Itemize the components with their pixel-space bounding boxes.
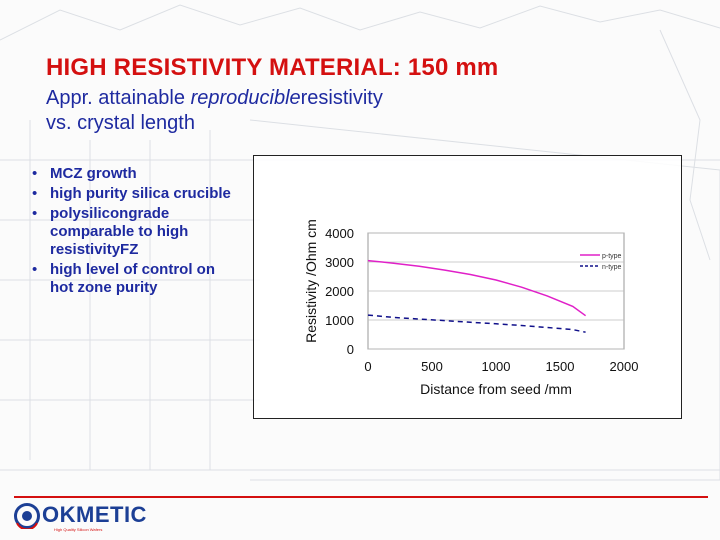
y-axis-label: Resistivity /Ohm cm xyxy=(303,219,319,343)
resistivity-chart: 0 1000 2000 3000 4000 0 500 1000 1500 2000 Distanc… xyxy=(253,155,682,419)
bullet-dot-icon: • xyxy=(32,165,38,182)
bullet-dot-icon: • xyxy=(32,185,38,202)
bullet-dot-icon: • xyxy=(32,205,38,222)
subtitle-text-start: Appr. attainable xyxy=(46,87,185,109)
subtitle-emphasis: reproducible xyxy=(190,87,301,109)
y-tick-label: 3000 xyxy=(325,255,354,270)
okmetic-logo: OKMETIC High Quality Silicon Wafers xyxy=(14,501,147,535)
bullet-text: high level of control on hot zone purity xyxy=(50,261,215,296)
x-tick-label: 1000 xyxy=(482,359,511,374)
y-tick-label: 2000 xyxy=(325,284,354,299)
bullet-text: high purity silica crucible xyxy=(50,185,231,202)
bullet-item: • MCZ growth xyxy=(30,165,240,183)
x-tick-label: 1500 xyxy=(546,359,575,374)
chart-svg: 0 1000 2000 3000 4000 0 500 1000 1500 2000 Distanc… xyxy=(303,219,639,397)
x-tick-label: 2000 xyxy=(610,359,639,374)
slide-subtitle: Appr. attainable reproducibleresistivity… xyxy=(46,86,516,136)
legend-label: p-type xyxy=(602,253,622,260)
bullet-item: • high purity silica crucible xyxy=(30,185,240,203)
bullet-dot-icon: • xyxy=(32,261,38,278)
y-tick-label: 4000 xyxy=(325,226,354,241)
series-line-p-type xyxy=(367,259,587,317)
subtitle-text-end: resistivity xyxy=(300,87,383,109)
footer-divider xyxy=(14,496,708,498)
bullet-item: • high level of control on hot zone purit… xyxy=(30,261,240,297)
logo-tagline: High Quality Silicon Wafers xyxy=(54,527,103,532)
y-tick-label: 1000 xyxy=(325,313,354,328)
logo-emblem-icon xyxy=(14,503,40,529)
series-line-n-type xyxy=(367,314,586,333)
subtitle-line-2: vs. crystal length xyxy=(46,112,195,134)
legend-label: n-type xyxy=(602,264,622,271)
bullet-item: • polysilicongrade comparable to high res… xyxy=(30,205,240,259)
bullet-text: polysilicongrade comparable to high resi… xyxy=(50,205,189,258)
x-tick-label: 500 xyxy=(421,359,443,374)
subtitle-line-1: Appr. attainable reproducibleresistivity xyxy=(46,86,516,111)
slide-title: HIGH RESISTIVITY MATERIAL: 150 mm xyxy=(46,54,499,81)
x-tick-label: 0 xyxy=(364,359,371,374)
bullet-text: MCZ growth xyxy=(50,165,137,182)
bullet-list: • MCZ growth • high purity silica crucible… xyxy=(30,165,240,299)
logo-wordmark: OKMETIC xyxy=(42,502,147,527)
x-axis-label: Distance from seed /mm xyxy=(420,381,572,397)
y-tick-label: 0 xyxy=(347,342,354,357)
